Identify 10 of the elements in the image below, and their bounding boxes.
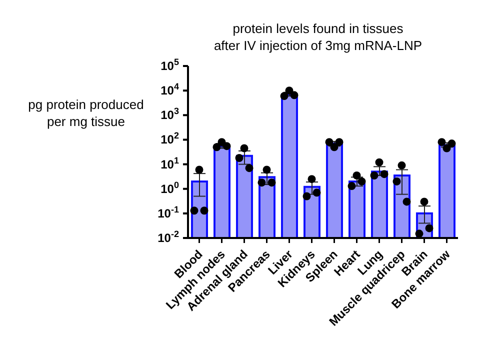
y-tick-label: 10$^{-1}$	[158, 204, 179, 220]
chart-title: protein levels found in tissues after IV injection of 3mg mRNA-LNP	[212, 20, 424, 54]
y-tick-label: 10$^{1}$	[160, 155, 179, 172]
y-tick-label: 10$^{0}$	[160, 180, 179, 196]
y-tick-label: 10$^{3}$	[160, 106, 179, 122]
y-axis-title: pg protein produced per mg tissue	[27, 96, 145, 130]
y-tick-label: 10$^{4}$	[160, 82, 179, 98]
y-tick-label: 10$^{2}$	[160, 130, 179, 147]
y-tick-label: 10$^{5}$	[160, 57, 179, 73]
y-tick-label: 10$^{-2}$	[158, 229, 179, 245]
